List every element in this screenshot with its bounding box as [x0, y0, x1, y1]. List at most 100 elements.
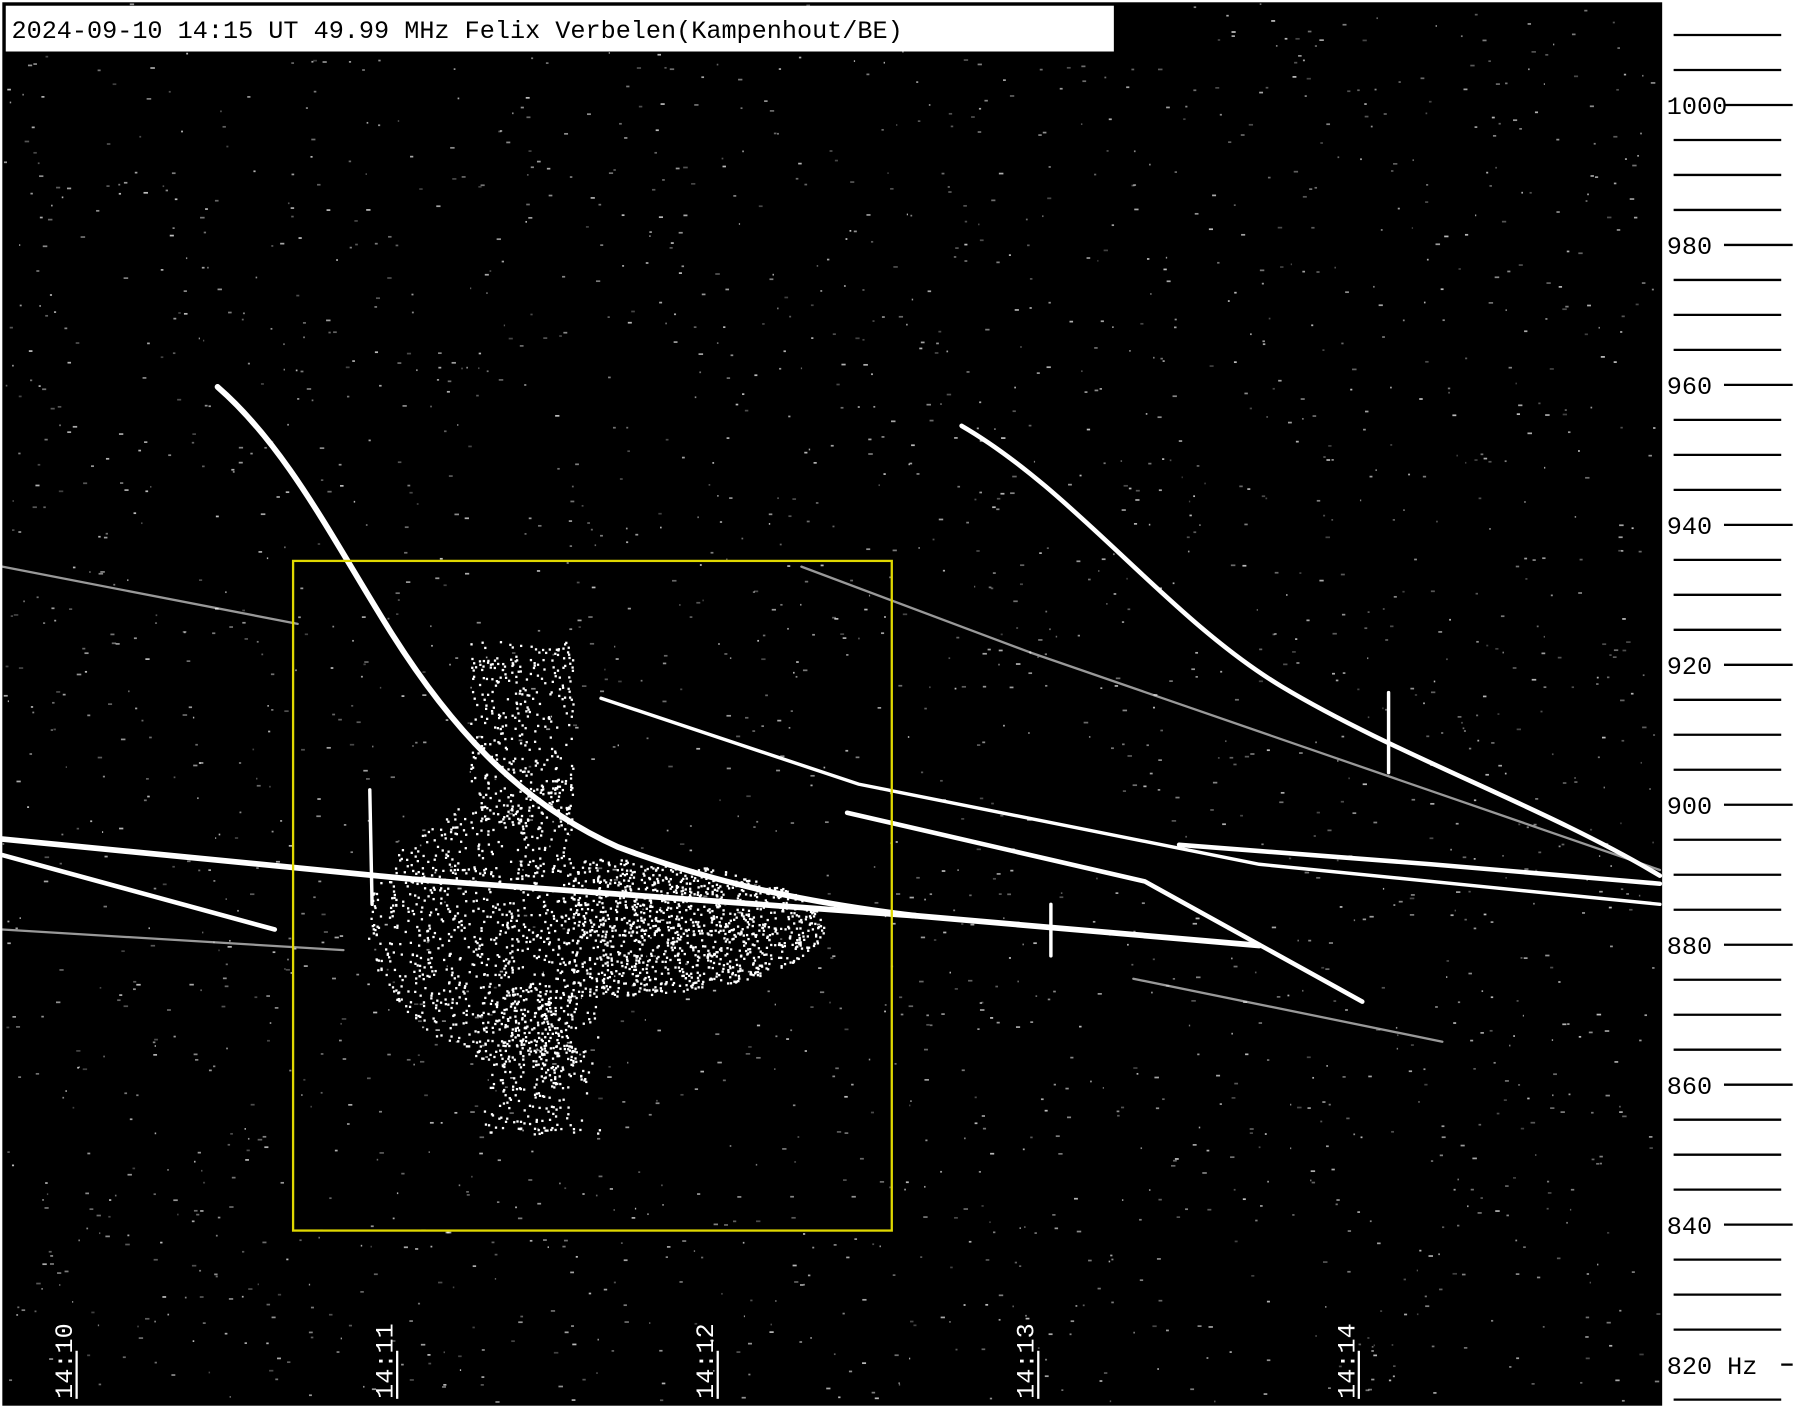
echo-dot	[782, 902, 785, 905]
echo-dot	[746, 902, 750, 905]
noise-dot	[701, 76, 705, 79]
noise-dot	[679, 843, 685, 846]
echo-dot	[489, 1002, 493, 1006]
noise-dot	[1369, 915, 1374, 918]
noise-dot	[434, 871, 437, 874]
echo-dot	[780, 944, 784, 947]
echo-dot	[503, 1008, 506, 1012]
echo-dot	[373, 905, 377, 908]
noise-dot	[697, 516, 699, 519]
echo-dot	[491, 1073, 494, 1077]
echo-dot	[785, 892, 788, 895]
noise-dot	[964, 220, 968, 223]
echo-dot	[583, 861, 586, 864]
noise-dot	[1652, 841, 1654, 844]
noise-dot	[105, 1235, 110, 1238]
echo-dot	[640, 919, 643, 922]
noise-dot	[665, 322, 667, 325]
echo-dot	[603, 973, 606, 977]
noise-dot	[627, 607, 631, 610]
echo-dot	[694, 877, 697, 880]
echo-dot	[783, 942, 786, 945]
noise-dot	[311, 138, 316, 141]
noise-dot	[990, 1152, 995, 1155]
echo-dot	[467, 868, 471, 871]
echo-dot	[650, 919, 654, 922]
echo-dot	[553, 1027, 557, 1030]
echo-dot	[544, 985, 547, 988]
noise-dot	[794, 1281, 799, 1283]
echo-dot	[427, 895, 430, 898]
echo-dot	[640, 982, 643, 985]
noise-dot	[1025, 1317, 1030, 1320]
noise-dot	[1515, 1273, 1520, 1275]
echo-dot	[645, 983, 648, 986]
echo-dot	[534, 987, 537, 990]
echo-dot	[636, 955, 639, 958]
echo-dot	[715, 975, 718, 978]
echo-dot	[450, 1035, 453, 1038]
noise-dot	[374, 351, 379, 354]
echo-dot	[435, 1021, 438, 1024]
noise-dot	[295, 669, 297, 672]
echo-dot	[585, 969, 589, 972]
echo-dot	[386, 953, 389, 956]
echo-dot	[698, 956, 701, 959]
echo-dot	[538, 847, 541, 850]
echo-dot	[534, 865, 538, 868]
noise-dot	[1097, 992, 1102, 995]
echo-dot	[747, 909, 751, 912]
noise-dot	[1337, 156, 1340, 159]
echo-dot	[676, 864, 679, 868]
noise-dot	[348, 61, 352, 63]
noise-dot	[411, 311, 414, 314]
echo-dot	[747, 948, 750, 951]
noise-dot	[608, 1065, 611, 1068]
echo-dot	[532, 938, 535, 941]
noise-dot	[195, 1058, 199, 1061]
noise-dot	[778, 68, 782, 70]
echo-dot	[574, 904, 578, 907]
noise-dot	[162, 883, 167, 886]
echo-dot	[703, 954, 706, 957]
echo-dot	[553, 829, 556, 832]
echo-dot	[745, 913, 748, 916]
echo-dot	[532, 1060, 535, 1063]
echo-dot	[484, 1123, 488, 1126]
echo-dot	[522, 899, 525, 902]
noise-dot	[957, 485, 961, 488]
echo-dot	[557, 899, 561, 903]
echo-dot	[695, 981, 698, 984]
echo-dot	[551, 780, 555, 783]
noise-dot	[1533, 902, 1535, 905]
echo-dot	[795, 941, 798, 945]
echo-dot	[475, 891, 478, 895]
noise-dot	[598, 1175, 603, 1178]
echo-dot	[551, 889, 554, 892]
noise-dot	[345, 366, 350, 369]
noise-dot	[701, 1376, 703, 1379]
echo-dot	[693, 912, 696, 915]
echo-dot	[699, 932, 702, 935]
noise-dot	[588, 616, 593, 618]
echo-dot	[562, 1098, 565, 1101]
echo-dot	[744, 893, 748, 896]
noise-dot	[442, 1386, 446, 1388]
echo-dot	[478, 947, 481, 950]
noise-dot	[260, 513, 266, 516]
noise-dot	[1558, 981, 1561, 983]
echo-dot	[604, 895, 608, 898]
noise-dot	[1148, 1189, 1151, 1191]
echo-dot	[742, 940, 745, 943]
noise-dot	[1310, 1179, 1312, 1182]
echo-dot	[553, 1071, 556, 1074]
noise-dot	[1364, 103, 1367, 105]
echo-dot	[537, 1036, 541, 1040]
noise-dot	[78, 1239, 80, 1242]
noise-dot	[1622, 649, 1627, 652]
echo-dot	[506, 921, 509, 925]
noise-dot	[1156, 1258, 1161, 1260]
noise-dot	[479, 1152, 483, 1155]
echo-dot	[679, 871, 682, 874]
echo-dot	[615, 970, 618, 973]
